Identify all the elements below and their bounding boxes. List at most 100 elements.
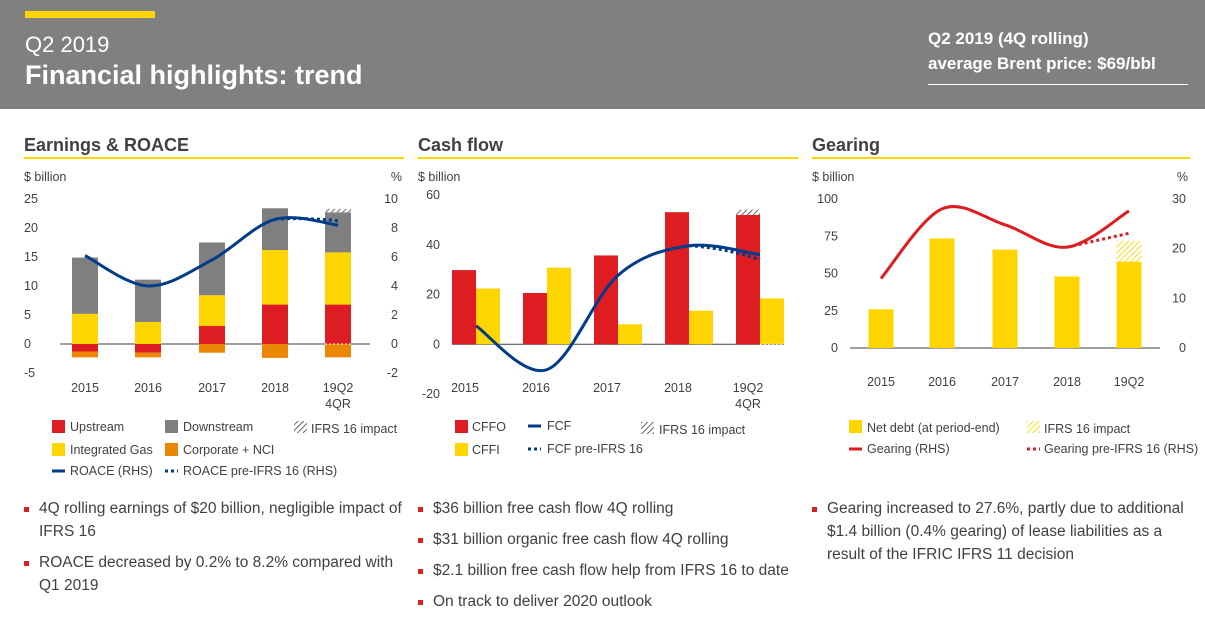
earnings-unit-left: $ billion [24,170,66,184]
bar-cffo [665,212,689,345]
x-tick-label: 2015 [71,381,99,395]
period-label: Q2 2019 [25,32,110,57]
legend-swatch-cffi [455,443,468,456]
header-accent-bar [25,11,155,18]
bar-ifrs-16-impact [325,208,351,213]
earnings-bullet: 4Q rolling earnings of $20 billion, negl… [24,497,404,543]
bar-downstream [199,242,225,296]
earnings-title-rule [24,157,404,159]
gearing-bullet: Gearing increased to 27.6%, partly due t… [812,497,1192,566]
legend-corporate: Corporate + NCI [183,443,274,457]
brent-divider [928,84,1188,85]
x-tick-label: 4QR [735,397,761,411]
y2-tick-label: 10 [1172,291,1186,305]
earnings-title: Earnings & ROACE [24,135,189,155]
gearing-legend: Net debt (at period-end) IFRS 16 impact … [849,420,1198,456]
legend-swatch-integrated-gas [52,443,65,456]
cashflow-legend: CFFO FCF IFRS 16 impact CFFI FCF pre-IFR… [455,419,746,457]
legend-swatch-ifrs-cashflow [641,422,654,434]
bar-cffi [689,310,713,345]
legend-roace: ROACE (RHS) [70,464,153,478]
y-tick-label: 5 [24,308,31,322]
bar-upstream [135,344,161,353]
legend-swatch-ifrs-earnings [294,421,307,433]
y-tick-label: 15 [24,250,38,264]
cashflow-bullets: $36 billion free cash flow 4Q rolling $3… [418,497,798,618]
x-tick-label: 2018 [261,381,289,395]
bar-upstream [262,304,288,344]
earnings-unit-right: % [391,170,402,184]
cashflow-title: Cash flow [418,135,504,155]
bar-cffo [736,214,760,345]
x-tick-label: 2018 [664,381,692,395]
y2-tick-label: 30 [1172,192,1186,206]
x-tick-label: 2016 [522,381,550,395]
charts-canvas: Earnings & ROACE Cash flow Gearing $ bil… [24,135,1198,478]
bar-net-debt [1116,261,1142,348]
legend-cffo: CFFO [472,420,506,434]
bar-integrated-gas [262,250,288,305]
x-tick-label: 2016 [928,375,956,389]
y-tick-label: 60 [426,188,440,202]
earnings-legend: Upstream Downstream IFRS 16 impact Integ… [52,420,398,478]
gearing-unit-left: $ billion [812,170,854,184]
bar-downstream [262,208,288,251]
legend-integrated-gas: Integrated Gas [70,443,153,457]
legend-upstream: Upstream [70,420,124,434]
y-tick-label: 50 [824,267,838,281]
bar-corporate-nci [135,352,161,358]
brent-line-1: Q2 2019 (4Q rolling) [928,29,1089,48]
y-tick-label: 10 [24,279,38,293]
page-title: Financial highlights: trend [25,60,363,90]
y-tick-label: 100 [817,192,838,206]
bar-upstream [325,304,351,344]
bar-downstream [72,257,98,314]
y-tick-label: 40 [426,238,440,252]
legend-swatch-upstream [52,420,65,433]
bar-corporate-nci [325,344,351,358]
x-tick-label: 2015 [451,381,479,395]
legend-net-debt: Net debt (at period-end) [867,421,1000,435]
y-tick-label: 0 [433,337,440,351]
gearing-bullets: Gearing increased to 27.6%, partly due t… [812,497,1192,574]
cashflow-chart: 60 40 20 0 -20 2015 2016 2017 2018 19Q2 4QR [422,188,784,411]
x-tick-label: 19Q2 [323,381,354,395]
legend-swatch-ifrs-gearing [1027,421,1040,433]
legend-gearing: Gearing (RHS) [867,442,950,456]
x-tick-label: 2018 [1053,375,1081,389]
cashflow-bullet: $36 billion free cash flow 4Q rolling [418,497,798,520]
bar-integrated-gas [199,295,225,327]
bar-integrated-gas [135,321,161,344]
bar-integrated-gas [72,313,98,344]
y-tick-label: 75 [824,229,838,243]
legend-swatch-corporate [165,443,178,456]
bar-corporate-nci [262,344,288,358]
cashflow-unit-left: $ billion [418,170,460,184]
legend-swatch-downstream [165,420,178,433]
legend-cffi: CFFI [472,443,500,457]
bar-net-debt [992,249,1018,348]
cashflow-bullet: On track to deliver 2020 outlook [418,590,798,613]
cashflow-title-rule [418,157,798,159]
y2-tick-label: -2 [387,366,398,380]
bar-cffo [452,270,476,345]
bar-downstream [325,212,351,253]
y-tick-label: 25 [824,304,838,318]
y-tick-label: -5 [24,366,35,380]
bar-corporate-nci [199,344,225,353]
bar-upstream [72,344,98,352]
line-fcf [475,243,761,373]
y-tick-label: 20 [24,221,38,235]
y-tick-label: 0 [831,341,838,355]
y2-tick-label: 8 [391,221,398,235]
legend-swatch-net-debt [849,420,862,433]
legend-roace-pre: ROACE pre-IFRS 16 (RHS) [183,464,337,478]
bar-cffo [523,293,547,345]
y-tick-label: -20 [422,387,440,401]
bar-upstream [199,326,225,344]
bar-net-debt [1054,276,1080,348]
y-tick-label: 25 [24,192,38,206]
bar-net-debt [868,309,894,348]
